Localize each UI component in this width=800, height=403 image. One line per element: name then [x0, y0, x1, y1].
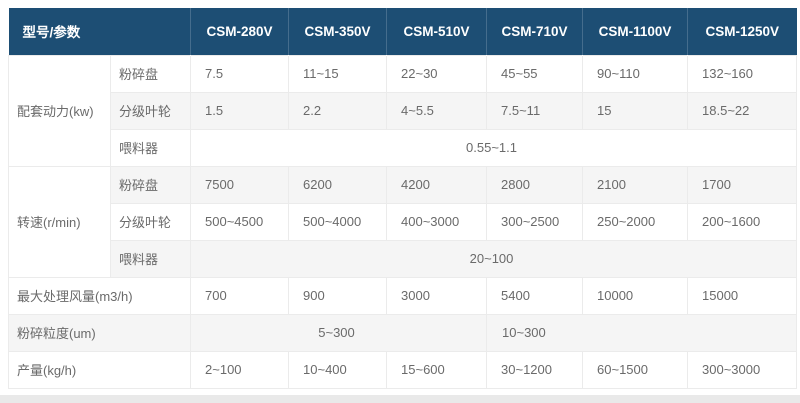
row-label: 喂料器	[109, 128, 192, 167]
value-cell: 15000	[687, 276, 798, 315]
row-label: 分级叶轮	[109, 91, 192, 130]
table-row: 产量(kg/h) 2~100 10~400 15~600 30~1200 60~…	[7, 350, 798, 389]
value-cell: 4200	[386, 165, 488, 204]
value-cell: 400~3000	[386, 202, 488, 241]
model-header-csm-280v: CSM-280V	[190, 8, 289, 55]
value-cell: 900	[288, 276, 388, 315]
table-row: 喂料器 0.55~1.1	[9, 128, 798, 167]
row-label: 喂料器	[109, 239, 192, 278]
value-cell: 5400	[486, 276, 584, 315]
group-label-speed: 转速(r/min)	[8, 165, 111, 278]
model-header-csm-1100v: CSM-1100V	[582, 8, 688, 55]
value-cell: 2100	[582, 165, 689, 204]
value-cell: 200~1600	[687, 202, 798, 241]
value-cell: 250~2000	[582, 202, 689, 241]
table-header-row: 型号/参数 CSM-280V CSM-350V CSM-510V CSM-710…	[8, 8, 797, 55]
merged-value-cell: 20~100	[190, 239, 798, 278]
value-cell: 15	[582, 91, 689, 130]
value-cell: 300~3000	[687, 350, 798, 389]
value-cell: 60~1500	[582, 350, 689, 389]
value-cell: 90~110	[582, 54, 689, 93]
value-cell: 11~15	[288, 54, 388, 93]
table-row: 粉碎粒度(um) 5~300 10~300	[7, 313, 798, 352]
row-label-capacity: 产量(kg/h)	[7, 350, 192, 389]
value-cell: 45~55	[486, 54, 584, 93]
row-label: 粉碎盘	[109, 165, 192, 204]
merged-value-cell: 5~300	[190, 313, 488, 352]
value-cell: 7.5~11	[486, 91, 584, 130]
row-label: 分级叶轮	[109, 202, 192, 241]
value-cell: 2~100	[190, 350, 290, 389]
value-cell: 7500	[190, 165, 290, 204]
value-cell: 3000	[386, 276, 488, 315]
value-cell: 1.5	[190, 91, 290, 130]
value-cell: 1700	[687, 165, 798, 204]
value-cell: 500~4500	[190, 202, 290, 241]
value-cell: 132~160	[687, 54, 798, 93]
table-row: 喂料器 20~100	[9, 239, 798, 278]
model-header-csm-510v: CSM-510V	[386, 8, 487, 55]
row-label-airflow: 最大处理风量(m3/h)	[7, 276, 192, 315]
merged-value-cell: 0.55~1.1	[190, 128, 798, 167]
table-row: 最大处理风量(m3/h) 700 900 3000 5400 10000 150…	[7, 276, 798, 315]
page-section-divider	[0, 395, 800, 403]
value-cell: 7.5	[190, 54, 290, 93]
merged-value-cell: 10~300	[486, 313, 798, 352]
value-cell: 30~1200	[486, 350, 584, 389]
value-cell: 4~5.5	[386, 91, 488, 130]
value-cell: 500~4000	[288, 202, 388, 241]
group-label-power: 配套动力(kw)	[8, 54, 111, 167]
value-cell: 2.2	[288, 91, 388, 130]
value-cell: 300~2500	[486, 202, 584, 241]
model-header-csm-710v: CSM-710V	[486, 8, 583, 55]
model-header-csm-350v: CSM-350V	[288, 8, 387, 55]
corner-header-cell: 型号/参数	[8, 8, 191, 55]
spec-table: 型号/参数 CSM-280V CSM-350V CSM-510V CSM-710…	[7, 8, 798, 389]
value-cell: 2800	[486, 165, 584, 204]
table-row: 转速(r/min) 粉碎盘 7500 6200 4200 2800 2100 1…	[8, 165, 798, 278]
row-label-granularity: 粉碎粒度(um)	[7, 313, 192, 352]
value-cell: 10~400	[288, 350, 388, 389]
table-row: 配套动力(kw) 粉碎盘 7.5 11~15 22~30 45~55 90~11…	[8, 54, 798, 167]
table-row: 分级叶轮 500~4500 500~4000 400~3000 300~2500…	[9, 202, 798, 241]
model-header-csm-1250v: CSM-1250V	[687, 8, 797, 55]
value-cell: 22~30	[386, 54, 488, 93]
value-cell: 18.5~22	[687, 91, 798, 130]
row-label: 粉碎盘	[109, 54, 192, 93]
value-cell: 700	[190, 276, 290, 315]
value-cell: 6200	[288, 165, 388, 204]
table-row: 分级叶轮 1.5 2.2 4~5.5 7.5~11 15 18.5~22	[9, 91, 798, 130]
value-cell: 15~600	[386, 350, 488, 389]
value-cell: 10000	[582, 276, 689, 315]
